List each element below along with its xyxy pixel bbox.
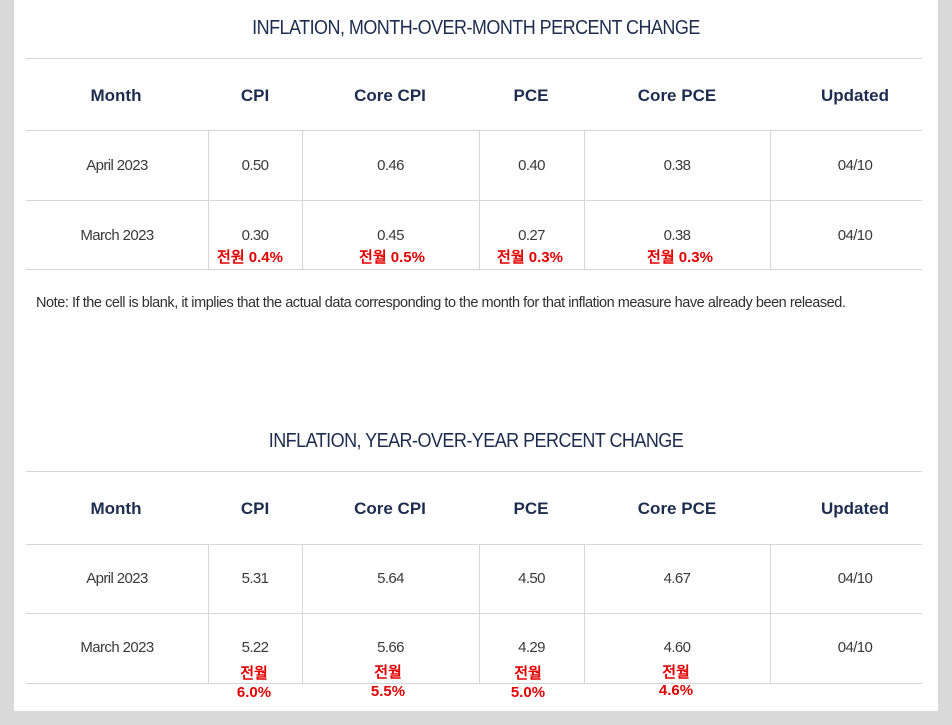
table-cell: 0.30 (241, 227, 269, 244)
yoy-rule (26, 471, 922, 472)
table-cell: April 2023 (86, 157, 148, 174)
yoy-header-core-pce: Core PCE (637, 499, 717, 518)
cpi-prev-annotation: 전원 0.4% (217, 249, 283, 266)
pce-prev-annotation: 전월 0.3% (497, 249, 563, 266)
table-cell: 04/10 (837, 639, 873, 656)
yoy-col-divider (479, 544, 480, 684)
page: INFLATION, MONTH-OVER-MONTH PERCENT CHAN… (14, 0, 938, 711)
core-pce-prev-annotation: 전월 0.3% (647, 249, 713, 266)
yoy-header-updated: Updated (821, 499, 889, 518)
mom-title: INFLATION, MONTH-OVER-MONTH PERCENT CHAN… (252, 17, 700, 39)
mom-header-core-pce: Core PCE (637, 86, 717, 105)
mom-col-divider (584, 130, 585, 270)
table-cell: 04/10 (837, 227, 873, 244)
yoy-header-pce: PCE (513, 499, 549, 518)
table-cell: 5.22 (241, 639, 269, 656)
mom-header-pce: PCE (513, 86, 549, 105)
mom-rule (26, 269, 922, 270)
table-cell: 4.50 (518, 570, 545, 587)
table-cell: 5.66 (377, 639, 404, 656)
pce-prev-label: 전월 (514, 665, 542, 682)
core-cpi-prev-value: 5.5% (370, 683, 406, 700)
cpi-prev-value: 6.0% (236, 684, 272, 701)
footnote: Note: If the cell is blank, it implies t… (36, 295, 846, 311)
table-cell: 5.64 (377, 570, 404, 587)
mom-col-divider (208, 130, 209, 270)
yoy-col-divider (770, 544, 771, 684)
mom-col-divider (302, 130, 303, 270)
yoy-header-month: Month (90, 499, 142, 518)
table-cell: 0.38 (663, 157, 691, 174)
yoy-rule (26, 544, 922, 545)
mom-rule (26, 130, 922, 131)
yoy-col-divider (208, 544, 209, 684)
yoy-col-divider (584, 544, 585, 684)
table-cell: April 2023 (86, 570, 148, 587)
table-cell: 4.67 (663, 570, 691, 587)
pce-prev-value: 5.0% (510, 684, 546, 701)
table-cell: 0.45 (377, 227, 404, 244)
mom-col-divider (479, 130, 480, 270)
table-cell: 0.46 (377, 157, 404, 174)
core-pce-prev-value: 4.6% (658, 682, 694, 699)
table-cell: 0.27 (518, 227, 545, 244)
table-cell: 0.50 (241, 157, 269, 174)
yoy-title: INFLATION, YEAR-OVER-YEAR PERCENT CHANGE (268, 430, 684, 452)
mom-header-updated: Updated (821, 86, 889, 105)
yoy-header-core-cpi: Core CPI (354, 499, 426, 518)
table-cell: 0.38 (663, 227, 691, 244)
mom-header-cpi: CPI (240, 86, 270, 105)
yoy-rule (26, 613, 922, 614)
table-cell: 04/10 (837, 157, 873, 174)
cpi-prev-label: 전월 (240, 665, 268, 682)
table-cell: 0.40 (518, 157, 545, 174)
mom-header-core-cpi: Core CPI (354, 86, 426, 105)
table-cell: March 2023 (80, 639, 154, 656)
core-cpi-prev-annotation: 전월 0.5% (359, 249, 425, 266)
table-cell: March 2023 (80, 227, 154, 244)
table-cell: 04/10 (837, 570, 873, 587)
yoy-col-divider (302, 544, 303, 684)
mom-header-month: Month (90, 86, 142, 105)
yoy-rule (26, 683, 922, 684)
table-cell: 4.60 (663, 639, 691, 656)
mom-rule (26, 200, 922, 201)
table-cell: 5.31 (241, 570, 269, 587)
core-pce-prev-label: 전월 (662, 664, 690, 681)
table-cell: 4.29 (518, 639, 545, 656)
mom-col-divider (770, 130, 771, 270)
mom-rule (26, 58, 922, 59)
core-cpi-prev-label: 전월 (374, 664, 402, 681)
yoy-header-cpi: CPI (240, 499, 270, 518)
